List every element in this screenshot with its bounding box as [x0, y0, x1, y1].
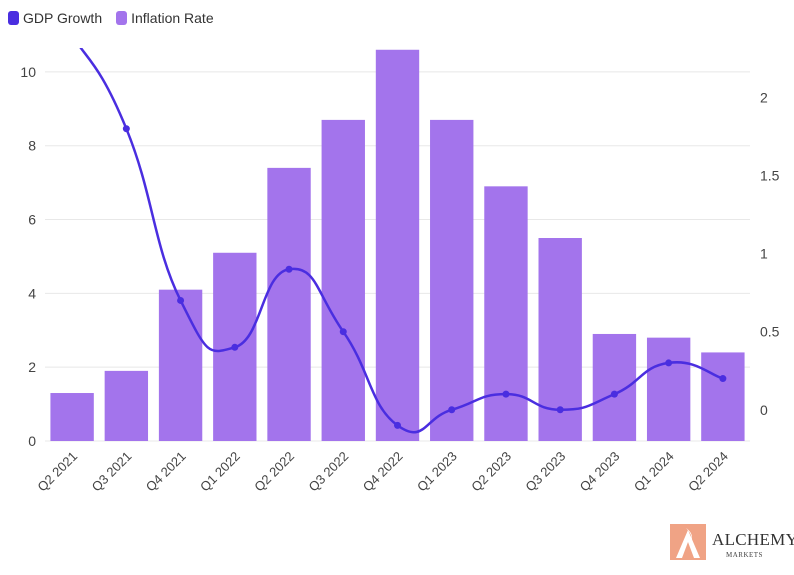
x-tick-label: Q2 2022 [251, 449, 297, 495]
inflation-bar [430, 119, 474, 442]
alchemy-flame-icon [670, 524, 706, 560]
gdp-point [122, 125, 130, 133]
brand-logo: ALCHEMY MARKETS [668, 522, 794, 562]
logo-subtitle: MARKETS [726, 551, 763, 559]
y-right-tick-label: 1 [760, 246, 768, 262]
y-left-tick-label: 0 [28, 433, 36, 449]
gdp-growth-line [79, 48, 724, 434]
y-left-tick-label: 10 [20, 64, 36, 80]
x-tick-label: Q2 2023 [468, 449, 514, 495]
gdp-point [394, 421, 401, 429]
x-tick-label: Q1 2023 [414, 449, 460, 495]
y-left-tick-label: 4 [28, 285, 36, 301]
gdp-point [665, 359, 673, 367]
gdp-point [719, 375, 727, 383]
x-tick-label: Q2 2021 [34, 449, 80, 495]
legend-label-gdp: GDP Growth [23, 10, 103, 26]
logo-wordmark: ALCHEMY [712, 530, 794, 549]
legend-item-gdp[interactable]: GDP Growth [8, 10, 102, 26]
gdp-point [285, 265, 293, 273]
x-tick-label: Q4 2021 [143, 449, 189, 495]
y-right-tick-label: 2 [760, 89, 768, 105]
inflation-bar [375, 49, 420, 441]
gdp-point [448, 406, 456, 414]
inflation-bar [701, 352, 745, 441]
x-tick-label: Q3 2021 [89, 449, 135, 495]
y-right-tick-label: 0.5 [760, 324, 780, 340]
y-right-tick-label: 0 [760, 402, 768, 418]
x-tick-label: Q4 2022 [360, 449, 406, 495]
inflation-bar [646, 337, 691, 441]
y-left-tick-label: 8 [28, 138, 36, 154]
inflation-swatch-icon [116, 11, 128, 25]
gdp-point [502, 390, 510, 398]
legend-label-inflation: Inflation Rate [131, 10, 214, 26]
gdp-point [610, 390, 618, 398]
y-left-tick-label: 6 [28, 212, 36, 228]
inflation-bar [158, 289, 203, 441]
gdp-point [339, 328, 347, 336]
x-tick-label: Q3 2023 [522, 449, 568, 495]
x-tick-label: Q4 2023 [577, 449, 623, 495]
inflation-bar [321, 119, 365, 442]
x-tick-label: Q1 2024 [631, 449, 677, 495]
inflation-bar [50, 393, 94, 441]
gdp-swatch-icon [8, 11, 19, 25]
x-tick-label: Q1 2022 [197, 449, 243, 495]
x-tick-label: Q3 2022 [306, 449, 352, 495]
y-left-tick-label: 2 [28, 359, 36, 375]
legend: GDP Growth Inflation Rate [8, 10, 214, 26]
gdp-point [231, 343, 239, 351]
inflation-bar [592, 333, 637, 441]
gdp-point [556, 406, 564, 414]
y-right-tick-label: 1.5 [760, 168, 780, 184]
x-tick-label: Q2 2024 [685, 449, 731, 495]
inflation-bar [104, 370, 149, 441]
inflation-bar [484, 186, 528, 441]
gdp-point [177, 296, 185, 304]
inflation-bar [267, 167, 311, 441]
legend-item-inflation[interactable]: Inflation Rate [116, 10, 214, 26]
